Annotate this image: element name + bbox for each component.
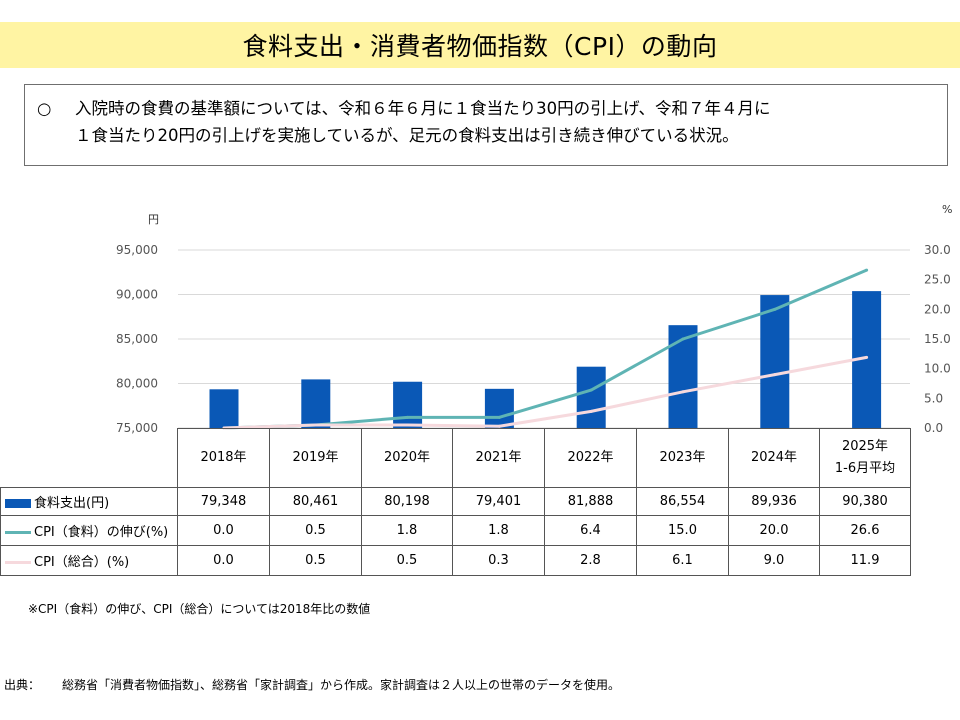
table-cell: 9.0 [728,545,820,576]
line-point [589,409,593,413]
line-point [589,388,593,392]
footnote: ※CPI（食料）の伸び、CPI（総合）については2018年比の数値 [28,602,371,616]
series-label: CPI（総合）(%) [0,545,178,576]
bar-6 [668,325,698,428]
table-cell: 0.0 [177,515,270,546]
left-axis-tick-label: 75,000 [116,421,158,435]
table-cell: 1.8 [452,515,545,546]
legend-key-icon [5,561,31,564]
series-name: 食料支出(円) [34,496,110,511]
table-cell: 79,401 [452,487,545,516]
table-cell: 15.0 [636,515,729,546]
summary-note-box: ○ 入院時の食費の基準額については、令和６年６月に１食当たり30円の引上げ、令和７… [24,84,948,166]
table-cell: 2.8 [544,545,637,576]
table-cell: 0.3 [452,545,545,576]
right-axis-tick-label: 10.0 [924,362,951,376]
column-header: 2024年 [728,428,820,488]
series-name: CPI（総合）(%) [34,555,130,570]
column-header: 2018年 [177,428,270,488]
column-header: 2019年 [269,428,362,488]
column-header: 2020年 [361,428,453,488]
line-point [497,424,501,428]
table-cell: 11.9 [819,545,911,576]
legend-key-icon [5,499,31,508]
table-cell: 1.8 [361,515,453,546]
right-axis-tick-label: 30.0 [924,243,951,257]
line-point [773,373,777,377]
table-cell: 0.0 [177,545,270,576]
bar-7 [760,295,790,428]
left-axis-tick-label: 85,000 [116,332,158,346]
bar-1 [209,389,239,428]
right-axis-tick-label: 5.0 [924,391,943,405]
left-axis-unit: 円 [148,213,159,226]
summary-note-text-1: 入院時の食費の基準額については、令和６年６月に１食当たり30円の引上げ、令和７年… [75,99,771,118]
column-header: 2025年 1-6月平均 [819,428,911,488]
series-label: CPI（食料）の伸び(%) [0,515,178,546]
table-cell: 0.5 [269,545,362,576]
table-cell: 26.6 [819,515,911,546]
table-cell: 0.5 [269,515,362,546]
line-point [406,423,410,427]
table-cell: 86,554 [636,487,729,516]
table-header-row: 2018年 2019年 2020年 2021年 2022年 2023年 2024年 2025年… [1,428,911,488]
left-axis-tick-label: 90,000 [116,288,158,302]
bar-5 [576,366,606,428]
bar-3 [393,381,423,428]
source-note: 出典： 総務省「消費者物価指数」、総務省「家計調査」から作成。家計調査は２人以上の… [4,676,620,693]
line-point [681,390,685,394]
table-cell: 81,888 [544,487,637,516]
table-cell: 6.1 [636,545,729,576]
source-text: 総務省「消費者物価指数」、総務省「家計調査」から作成。家計調査は２人以上の世帯の… [62,678,621,692]
line-point [681,337,685,341]
series-label: 食料支出(円) [0,487,178,516]
series-name: CPI（食料）の伸び(%) [34,525,169,540]
data-table: 2018年 2019年 2020年 2021年 2022年 2023年 2024年 2025年… [0,428,911,576]
table-cell: 80,461 [269,487,362,516]
line-point [865,355,869,359]
left-axis-tick-label: 95,000 [116,243,158,257]
line-point [865,268,869,272]
table-cell: 0.5 [361,545,453,576]
legend-key-icon [5,531,31,534]
table-cell: 79,348 [177,487,270,516]
column-header: 2022年 [544,428,637,488]
table-cell: 6.4 [544,515,637,546]
source-label: 出典： [4,678,41,692]
column-header: 2021年 [452,428,545,488]
page-title-text: 食料支出・消費者物価指数（CPI）の動向 [242,32,718,61]
table-row: CPI（総合）(%) 0.0 0.5 0.5 0.3 2.8 6.1 9.0 11.9 [0,545,911,576]
left-axis-tick-label: 80,000 [116,377,158,391]
right-axis-tick-label: 20.0 [924,302,951,316]
summary-note-line-1: ○ 入院時の食費の基準額については、令和６年６月に１食当たり30円の引上げ、令和７… [37,95,933,122]
line-point [314,423,318,427]
line-point [497,415,501,419]
series-line-2 [223,355,867,430]
chart-plot: 75,000 80,000 85,000 90,000 95,000 0.0 5.0 10.0… [116,243,951,435]
column-header: 2023年 [636,428,729,488]
table-cell: 20.0 [728,515,820,546]
line-point [773,307,777,311]
line-point [406,415,410,419]
table-cell: 90,380 [819,487,911,516]
page-title: 食料支出・消費者物価指数（CPI）の動向 [0,22,960,68]
summary-note-line-2: １食当たり20円の引上げを実施しているが、足元の食料支出は引き続き伸びている状況… [75,126,739,145]
bar-4 [484,388,514,428]
right-axis-unit: % [942,203,953,216]
bar-2 [301,379,331,428]
table-row: 食料支出(円) 79,348 80,461 80,198 79,401 81,888 86,… [0,487,911,516]
right-axis-tick-label: 0.0 [924,421,943,435]
right-axis-tick-label: 15.0 [924,332,951,346]
table-cell: 89,936 [728,487,820,516]
right-axis-tick-label: 25.0 [924,273,951,287]
table-cell: 80,198 [361,487,453,516]
bullet-circle-icon: ○ [37,99,52,118]
table-corner [1,429,178,488]
table-row: CPI（食料）の伸び(%) 0.0 0.5 1.8 1.8 6.4 15.0 20.0 26.6 [0,515,911,546]
